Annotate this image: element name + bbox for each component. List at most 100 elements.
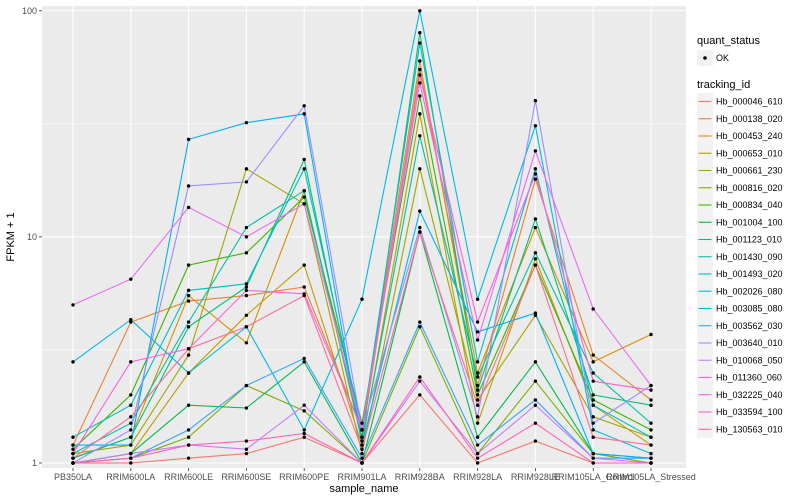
legend-label: Hb_003562_030: [716, 321, 783, 331]
data-point: [591, 360, 595, 364]
data-point: [475, 421, 480, 425]
data-point: [71, 447, 75, 451]
data-point: [418, 375, 422, 379]
data-point: [244, 251, 249, 255]
data-point: [418, 134, 422, 138]
data-point: [129, 421, 133, 425]
data-point: [591, 379, 595, 383]
data-point: [533, 311, 538, 315]
data-point: [533, 257, 538, 261]
data-point: [591, 428, 595, 432]
legend-label: Hb_003085_080: [716, 304, 783, 314]
x-tick-label: RRIM600LE: [164, 472, 213, 482]
data-point: [533, 177, 538, 181]
data-point: [591, 435, 595, 439]
data-point: [418, 325, 422, 329]
data-point: [129, 277, 133, 281]
x-tick-label: RRIM901LA: [337, 472, 386, 482]
data-point: [360, 439, 364, 443]
data-point: [71, 303, 75, 307]
data-point: [244, 313, 249, 317]
legend-label: Hb_000661_230: [716, 166, 783, 176]
x-tick-label: RRIM928BA: [395, 472, 445, 482]
data-point: [244, 180, 249, 184]
data-point: [360, 451, 364, 456]
data-point: [71, 456, 75, 460]
data-point: [475, 388, 480, 392]
data-point: [649, 332, 653, 337]
x-axis: PB350LA RRIM600LA RRIM600LE RRIM600SE RRIM60…: [54, 468, 696, 482]
data-point: [244, 285, 249, 289]
data-point: [360, 297, 364, 301]
data-point: [186, 347, 191, 351]
data-point: [475, 330, 480, 334]
data-point: [360, 461, 364, 465]
data-point: [649, 435, 653, 439]
data-point: [533, 99, 538, 103]
data-point: [533, 421, 538, 425]
data-point: [591, 451, 595, 456]
data-point: [533, 217, 538, 221]
data-point: [302, 428, 306, 432]
data-point: [244, 341, 249, 345]
data-point: [244, 406, 249, 410]
data-point: [244, 439, 249, 443]
legend-label: Hb_001430_090: [716, 252, 783, 262]
legend-label: Hb_130563_010: [716, 424, 783, 434]
legend-label: Hb_010068_050: [716, 355, 783, 365]
y-tick-label: 10: [27, 232, 37, 242]
series-points: [71, 9, 653, 465]
data-point: [244, 325, 249, 329]
data-point: [475, 371, 480, 375]
data-point: [591, 371, 595, 375]
legend-label: Hb_001493_020: [716, 269, 783, 279]
data-point: [244, 225, 249, 230]
x-axis-title: sample_name: [329, 483, 398, 495]
data-point: [591, 307, 595, 311]
x-tick-label: RRIM928LE: [511, 472, 560, 482]
y-axis-title: FPKM + 1: [5, 212, 17, 261]
legend-label: Hb_001004_100: [716, 217, 783, 227]
x-tick-label: RRIM105LA_Control: [552, 472, 635, 482]
quant-status-legend-entries: OK: [697, 50, 729, 66]
data-point: [360, 435, 364, 439]
data-point: [418, 167, 422, 171]
data-point: [475, 383, 480, 388]
data-point: [649, 403, 653, 407]
data-point: [129, 435, 133, 439]
data-point: [129, 428, 133, 432]
data-point: [302, 167, 306, 171]
legend-label: Hb_001123_010: [716, 235, 782, 245]
data-point: [649, 443, 653, 447]
data-point: [244, 282, 249, 286]
data-point: [475, 320, 480, 324]
data-point: [129, 456, 133, 460]
data-point: [418, 209, 422, 213]
data-point: [302, 195, 306, 199]
data-point: [244, 288, 249, 293]
data-point: [302, 293, 306, 298]
data-point: [475, 297, 480, 301]
data-point: [302, 409, 306, 413]
data-point: [591, 456, 595, 460]
data-point: [418, 81, 422, 85]
legend-label: Hb_033594_100: [716, 407, 783, 417]
x-tick-label: RRIM600LA: [106, 472, 155, 482]
data-point: [649, 456, 653, 460]
data-point: [475, 461, 480, 465]
data-point: [475, 338, 480, 342]
data-point: [533, 149, 538, 153]
data-point: [186, 353, 191, 357]
legend-key-point: [703, 56, 707, 60]
data-point: [418, 31, 422, 35]
data-point: [186, 263, 191, 267]
legend-label: Hb_003640_010: [716, 338, 783, 348]
quant-status-legend-title: quant_status: [697, 35, 760, 47]
data-point: [649, 398, 653, 402]
data-point: [129, 451, 133, 456]
data-point: [591, 398, 595, 402]
data-point: [418, 9, 422, 13]
data-point: [475, 415, 480, 419]
data-point: [649, 421, 653, 425]
data-point: [475, 360, 480, 364]
